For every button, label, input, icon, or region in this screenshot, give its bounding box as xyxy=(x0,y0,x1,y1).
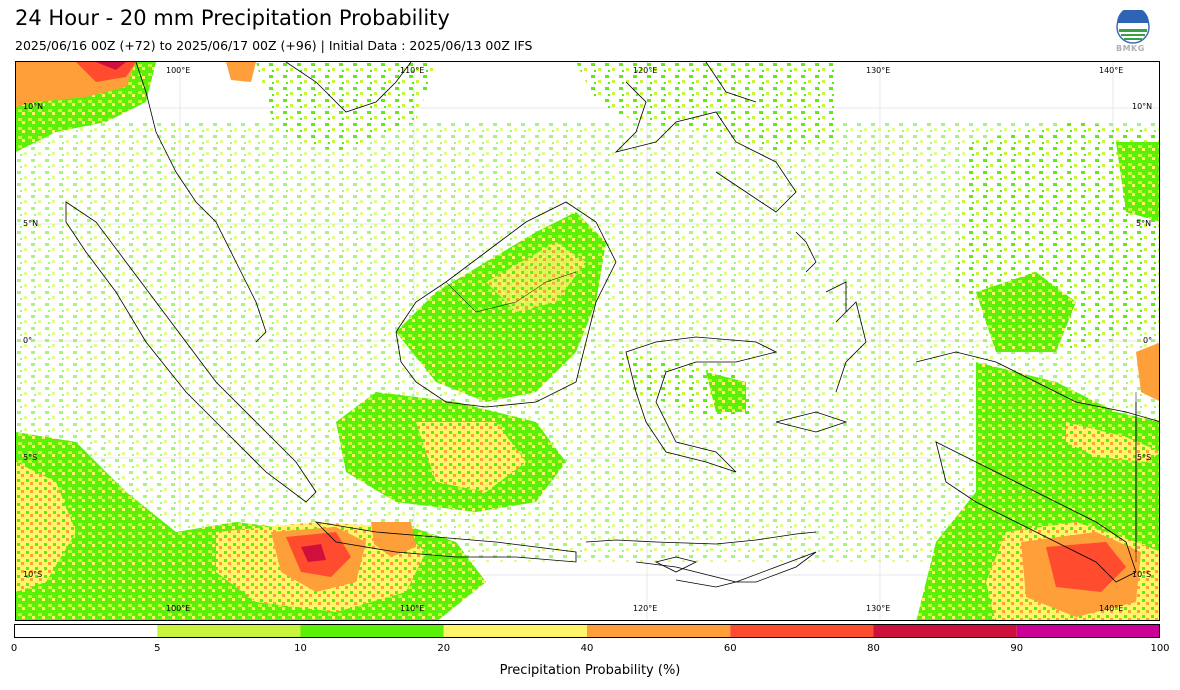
lon-label-110-bottom: 110°E xyxy=(400,604,425,613)
colorbar-tick-label: 60 xyxy=(723,643,737,654)
colorbar-tick-label: 20 xyxy=(437,643,451,654)
lon-label-140-bottom: 140°E xyxy=(1099,604,1124,613)
lat-label-10n: 10°N xyxy=(23,102,44,111)
lat-label-10s-right: 10°S xyxy=(1132,570,1152,579)
bmkg-logo-icon xyxy=(1112,7,1154,56)
lat-label-10s: 10°S xyxy=(23,570,43,579)
colorbar-tick-label: 10 xyxy=(294,643,307,654)
colorbar-tick-label: 100 xyxy=(1150,643,1170,654)
lon-label-130-bottom: 130°E xyxy=(866,604,891,613)
map-subtitle: 2025/06/16 00Z (+72) to 2025/06/17 00Z (… xyxy=(15,38,533,53)
colorbar-segment xyxy=(443,624,587,638)
colorbar-tick-label: 80 xyxy=(867,643,880,654)
lon-label-100: 100°E xyxy=(166,66,191,75)
lon-label-130: 130°E xyxy=(866,66,891,75)
colorbar-segment xyxy=(587,624,731,638)
colorbar-segment xyxy=(14,624,158,638)
colorbar-segment xyxy=(157,624,301,638)
lat-label-10n-right: 10°N xyxy=(1132,102,1153,111)
colorbar xyxy=(14,624,1160,638)
logo-text: BMKG xyxy=(1116,44,1145,53)
lat-label-0: 0° xyxy=(23,336,33,345)
map-canvas xyxy=(16,62,1159,620)
map-title: 24 Hour - 20 mm Precipitation Probabilit… xyxy=(15,6,450,30)
colorbar-segment xyxy=(730,624,874,638)
colorbar-ticks: 0 5 10 20 40 60 80 90 100 xyxy=(0,643,1180,657)
lat-label-5n-right: 5°N xyxy=(1136,219,1152,228)
lat-label-5s-right: 5°S xyxy=(1137,453,1152,462)
colorbar-frame xyxy=(14,624,1160,638)
borders xyxy=(445,271,1137,562)
lat-label-0-right: 0° xyxy=(1143,336,1153,345)
colorbar-segment xyxy=(873,624,1017,638)
lat-label-5s: 5°S xyxy=(23,453,38,462)
coastlines xyxy=(65,62,1159,588)
colorbar-tick-label: 90 xyxy=(1010,643,1024,654)
lon-label-140: 140°E xyxy=(1099,66,1124,75)
colorbar-tick-label: 5 xyxy=(154,643,161,654)
colorbar-tick-label: 40 xyxy=(580,643,594,654)
precip-shading xyxy=(16,62,1159,620)
lon-label-120-bottom: 120°E xyxy=(633,604,658,613)
colorbar-tick-label: 0 xyxy=(10,643,18,654)
lon-label-120: 120°E xyxy=(633,66,658,75)
lon-label-110: 110°E xyxy=(400,66,425,75)
map-panel: 100°E 110°E 120°E 130°E 140°E 100°E 110°… xyxy=(15,61,1160,621)
colorbar-segment xyxy=(300,624,444,638)
lon-label-100-bottom: 100°E xyxy=(166,604,191,613)
lat-label-5n: 5°N xyxy=(23,219,39,228)
colorbar-label: Precipitation Probability (%) xyxy=(499,663,681,678)
colorbar-segment xyxy=(1016,624,1160,638)
